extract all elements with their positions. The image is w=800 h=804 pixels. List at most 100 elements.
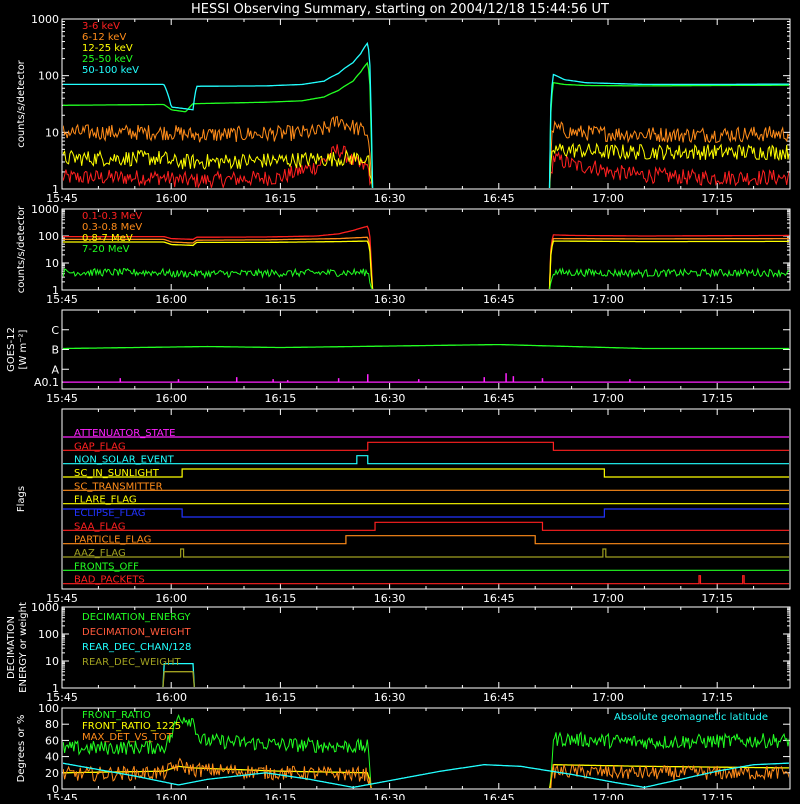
x-tick-label: 16:15 bbox=[265, 192, 297, 205]
series-line-1 bbox=[63, 115, 789, 188]
series-line-3 bbox=[162, 671, 195, 687]
flag-trace-9 bbox=[63, 548, 789, 558]
x-tick-label: 16:00 bbox=[155, 392, 187, 405]
x-tick-label: 16:30 bbox=[374, 192, 406, 205]
x-tick-label: 16:15 bbox=[265, 392, 297, 405]
y-axis-label: DECIMATION bbox=[6, 616, 17, 679]
legend-entry: DECIMATION_WEIGHT bbox=[82, 627, 191, 638]
panel-panel6: 15:45 16:00 16:15 16:30 16:45 17:00 17:15 0 20 40… bbox=[16, 702, 791, 804]
x-tick-label: 16:30 bbox=[374, 392, 406, 405]
y-tick-label: 10 bbox=[45, 126, 59, 139]
flag-trace-7 bbox=[63, 521, 789, 531]
x-tick-label: 17:15 bbox=[701, 592, 733, 605]
series-line-2 bbox=[63, 240, 789, 289]
y-tick-label: 1000 bbox=[31, 601, 59, 614]
y-tick-label: 1 bbox=[52, 284, 59, 297]
flag-label: ECLIPSE_FLAG bbox=[74, 508, 145, 519]
legend-entry: MAX_DET_VS_TOT bbox=[82, 732, 174, 743]
flag-trace-8 bbox=[63, 535, 789, 545]
series-line-3 bbox=[63, 61, 789, 188]
x-tick-label: 16:00 bbox=[155, 592, 187, 605]
x-tick-label: 16:45 bbox=[483, 592, 515, 605]
flag-label: PARTICLE_FLAG bbox=[74, 535, 151, 546]
x-tick-label: 15:45 bbox=[46, 392, 78, 405]
series-group bbox=[63, 343, 789, 383]
y-tick-label: 60 bbox=[45, 734, 59, 747]
x-tick-label: 17:00 bbox=[592, 392, 624, 405]
series-line-1 bbox=[63, 236, 789, 289]
flag-label: GAP_FLAG bbox=[74, 441, 126, 452]
y-axis-label: counts/s/detector bbox=[16, 59, 27, 147]
legend-entry: FRONT_RATIO_1225 bbox=[82, 721, 181, 732]
x-tick-label: 17:00 bbox=[592, 192, 624, 205]
series-line-0 bbox=[63, 343, 789, 350]
legend-entry: 50-100 keV bbox=[82, 65, 139, 76]
flag-label: NON_SOLAR_EVENT bbox=[74, 455, 175, 466]
flag-label: BAD_PACKETS bbox=[74, 575, 145, 586]
series-group bbox=[63, 225, 789, 289]
x-tick-label: 16:00 bbox=[155, 691, 187, 704]
x-tick-label: 17:00 bbox=[592, 592, 624, 605]
series-line-3 bbox=[63, 267, 789, 289]
legend-entry: 0.3-0.8 MeV bbox=[82, 222, 142, 233]
x-tick-label: 16:30 bbox=[374, 592, 406, 605]
y-tick-label: 100 bbox=[38, 628, 59, 641]
x-tick-label: 15:45 bbox=[46, 293, 78, 306]
series-group bbox=[162, 662, 195, 687]
x-tick-label: 16:15 bbox=[265, 691, 297, 704]
y-tick-label: 40 bbox=[45, 751, 59, 764]
series-line-4 bbox=[63, 41, 789, 188]
x-tick-label: 15:45 bbox=[46, 592, 78, 605]
x-tick-label: 16:30 bbox=[374, 792, 406, 800]
x-tick-label: 16:45 bbox=[483, 792, 515, 800]
flag-label: AAZ_FLAG bbox=[74, 548, 126, 559]
x-tick-label: 16:45 bbox=[483, 192, 515, 205]
x-tick-label: 16:00 bbox=[155, 792, 187, 800]
legend-entry: 6-12 keV bbox=[82, 32, 126, 43]
y-axis-label: Degrees or % bbox=[16, 715, 27, 783]
series-line-0 bbox=[63, 713, 789, 788]
legend-entry: REAR_DEC_CHAN/128 bbox=[82, 642, 191, 653]
y-axis-label-2: ENERGY or weight bbox=[18, 602, 29, 693]
panel-panel3: 15:45 16:00 16:15 16:30 16:45 17:00 17:15 A0.1A… bbox=[6, 309, 791, 405]
series-line-2 bbox=[63, 757, 789, 788]
x-tick-label: 16:00 bbox=[155, 293, 187, 306]
series-group bbox=[63, 41, 789, 188]
x-tick-label: 17:00 bbox=[592, 691, 624, 704]
series-line-2 bbox=[63, 142, 789, 188]
y-tick-label: 1 bbox=[52, 183, 59, 196]
panel-panel2: 15:45 16:00 16:15 16:30 16:45 17:00 17:15 1 10 10… bbox=[16, 203, 791, 306]
y-tick-label: 1 bbox=[52, 682, 59, 695]
y-axis-label: Flags bbox=[16, 486, 27, 512]
panel-frame bbox=[61, 309, 791, 390]
y-axis-label-2: [W m⁻²] bbox=[18, 329, 29, 369]
flag-label: SC_TRANSMITTER bbox=[74, 481, 163, 492]
panel-frame bbox=[61, 208, 791, 291]
series-line-0 bbox=[63, 144, 789, 188]
legend-entry: 12-25 keV bbox=[82, 43, 133, 54]
flag-trace-2 bbox=[63, 455, 789, 465]
flag-trace-1 bbox=[63, 441, 789, 451]
legend-entry: 7-20 MeV bbox=[82, 244, 130, 255]
y-tick-label: 1000 bbox=[31, 13, 59, 26]
series-group bbox=[63, 713, 789, 788]
x-tick-label: 16:15 bbox=[265, 293, 297, 306]
y-tick-label: 100 bbox=[38, 70, 59, 83]
x-tick-label: 17:15 bbox=[701, 392, 733, 405]
plot-title: HESSI Observing Summary, starting on 200… bbox=[191, 2, 609, 17]
flag-trace-11 bbox=[63, 575, 789, 585]
legend-entry: DECIMATION_ENERGY bbox=[82, 612, 191, 623]
x-tick-label: 15:45 bbox=[46, 792, 78, 800]
x-tick-label: 17:15 bbox=[701, 293, 733, 306]
flag-label: ATTENUATOR_STATE bbox=[74, 428, 175, 439]
x-tick-label: 15:45 bbox=[46, 192, 78, 205]
series-group bbox=[63, 436, 789, 585]
series-line-3 bbox=[63, 762, 789, 788]
x-tick-label: 17:15 bbox=[701, 792, 733, 800]
legend-entry: 0.1-0.3 MeV bbox=[82, 211, 142, 222]
x-tick-label: 17:00 bbox=[592, 792, 624, 800]
y-tick-label: 100 bbox=[38, 702, 59, 715]
x-tick-label: 16:30 bbox=[374, 691, 406, 704]
y-tick-label: 0 bbox=[52, 783, 59, 796]
